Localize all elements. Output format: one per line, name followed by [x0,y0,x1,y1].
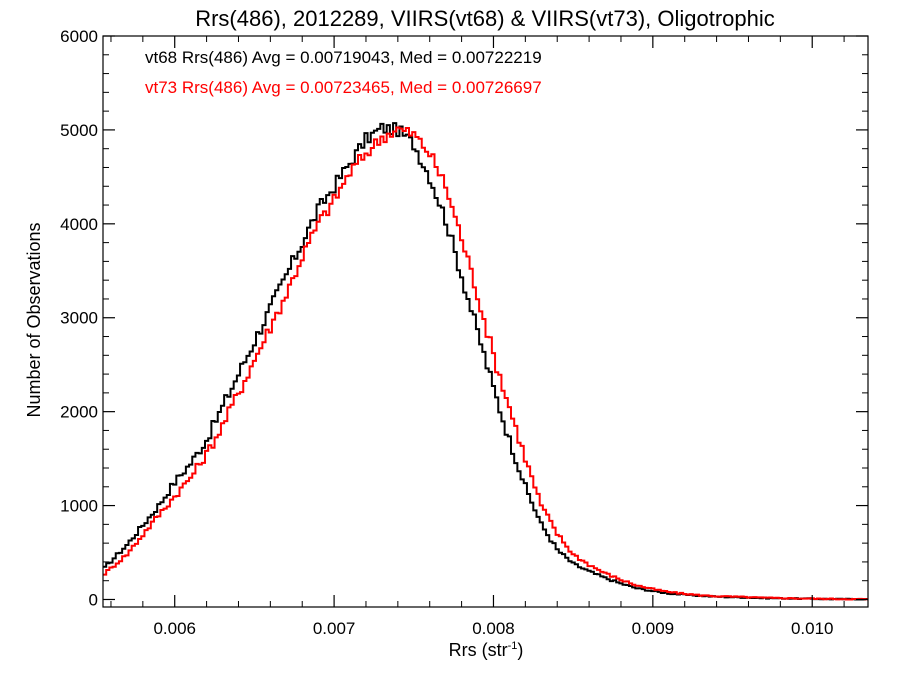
y-tick-label: 2000 [60,403,98,422]
y-tick-label: 5000 [60,121,98,140]
plot-frame [102,35,869,608]
legend-entry-vt68: vt68 Rrs(486) Avg = 0.00719043, Med = 0.… [145,48,542,67]
x-axis-label: Rrs (str-1) [449,640,524,660]
x-axis-ticks: 0.006 0.007 0.008 0.009 0.010 [110,36,845,638]
x-axis-label-exponent: -1 [508,640,518,652]
x-axis-label-close: ) [517,640,523,660]
x-axis-label-main: Rrs (str [449,640,508,660]
y-tick-label: 1000 [60,497,98,516]
x-tick-label: 0.006 [153,619,196,638]
legend-entry-vt73: vt73 Rrs(486) Avg = 0.00723465, Med = 0.… [145,78,542,97]
x-tick-label: 0.007 [313,619,356,638]
x-tick-label: 0.008 [472,619,515,638]
y-tick-label: 0 [89,590,98,609]
y-tick-label: 6000 [60,27,98,46]
series-line-vt73 [103,126,868,601]
y-axis-ticks: 0 1000 2000 3000 4000 5000 6000 [60,27,868,609]
y-axis-label: Number of Observations [24,222,44,417]
y-tick-label: 4000 [60,215,98,234]
x-tick-label: 0.010 [791,619,834,638]
y-tick-label: 3000 [60,309,98,328]
x-tick-label: 0.009 [632,619,675,638]
legend: vt68 Rrs(486) Avg = 0.00719043, Med = 0.… [145,48,542,97]
plot-series-group [103,122,868,601]
series-line-vt68 [103,122,868,601]
chart-title: Rrs(486), 2012289, VIIRS(vt68) & VIIRS(v… [195,6,775,31]
